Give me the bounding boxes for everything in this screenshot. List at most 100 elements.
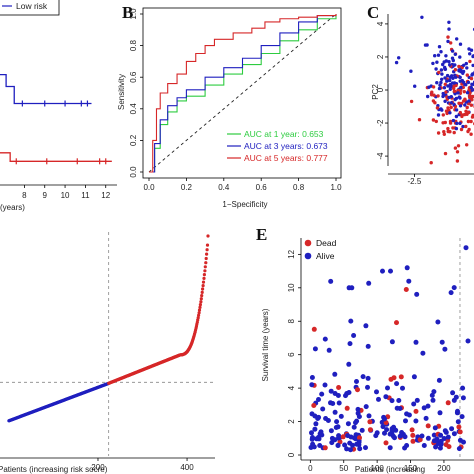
panel-e-point [388,268,393,274]
panel-e-point [367,427,373,433]
panel-c-point [461,69,466,74]
panel-b-y-label: Sensitivity [117,74,126,110]
panel-c-point [409,99,414,104]
panel-b-legend: AUC at 1 year: 0.653 AUC at 3 years: 0.6… [227,129,328,163]
panel-e-ticks: 0 50 100 150 200 0 2 4 6 8 10 12 [287,249,451,473]
panel-e-point [404,411,410,417]
panel-e-point [345,421,351,427]
panel-c-y-label: PC2 [371,84,380,100]
panel-e-point [376,396,381,402]
panel-d-point [203,265,207,269]
panel-e-point [338,413,344,419]
panel-c-point [457,101,461,106]
panel-e-point [357,435,362,441]
panel-a: Low risk 8 9 10 11 12 (years) [0,0,117,212]
panel-c-point [439,50,443,54]
panel-c-point [450,74,454,78]
panel-c-point [433,101,437,105]
panel-c-point [465,73,469,77]
panel-c-point [467,99,471,103]
panel-d-x-label: Patients (increasing risk socre) [0,465,108,474]
panel-e-point [357,446,363,452]
panel-e-point [413,339,419,345]
panel-e-point [382,430,387,436]
panel-e-point [354,418,360,424]
panel-b-ticks: 0.0 0.2 0.4 0.6 0.8 1.0 0.0 0.2 0.4 0.6 0.8 1.0 [129,8,342,192]
panel-e-point [317,443,323,448]
panel-a-x-label: (years) [0,203,25,212]
panel-a-tick-label: 8 [22,191,27,200]
panel-c-point [436,113,441,117]
panel-d-x-tick-label: 400 [180,463,194,472]
panel-e-point [309,382,315,388]
panel-c-point [460,114,464,119]
panel-e-point [328,388,334,394]
panel-e-point [309,430,314,436]
panel-e-point [314,436,320,442]
panel-e-point [310,441,316,447]
panel-c-point [469,85,473,90]
panel-e-point [342,442,348,448]
panel-e-point [385,385,390,391]
panel-b-label: B [122,3,133,22]
panel-e-point [326,347,332,353]
panel-e-point [322,382,328,388]
panel-e-point [425,423,431,429]
panel-d-point [200,290,204,294]
panel-e-y-tick-label: 8 [287,318,296,323]
panel-e-point [404,443,410,448]
panel-c-point [454,83,458,88]
panel-e-point [394,381,400,387]
panel-e-point [322,445,328,451]
panel-c-point [457,95,461,99]
panel-c-point [461,124,465,129]
panel-e-point [353,436,358,442]
panel-e-point [344,446,350,452]
panel-c-point [469,132,473,136]
panel-e-point [360,374,366,380]
panel-c-point [409,69,413,73]
panel-d-point [205,252,209,256]
panel-c-point [465,105,469,110]
panel-b-y-tick-label: 0.8 [129,39,138,51]
panel-c-point [442,86,447,90]
panel-e-point [432,425,438,431]
panel-c-point [442,60,446,64]
panel-c-point [431,85,436,89]
panel-e-point [391,375,397,381]
panel-e-point [334,419,340,425]
panel-e-point [363,404,369,410]
panel-e-point [356,439,362,445]
panel-c-point [468,91,472,95]
panel-c-point [397,56,401,60]
panel-e-point [350,442,355,448]
panel-e-point [366,413,372,419]
panel-d-point [202,276,206,280]
panel-a-curve [0,152,112,162]
panel-c-point [466,110,471,115]
panel-c-point [458,79,462,83]
panel-e-point [365,375,371,381]
panel-e-point [343,393,348,399]
panel-c-point [453,68,458,72]
panel-e-point [355,387,360,393]
panel-b-x-tick-label: 0.4 [218,183,230,192]
panel-c-points [394,15,474,165]
panel-a-tick-label: 12 [101,191,110,200]
panel-c-y-tick-label: 2 [376,54,385,59]
panel-e-point [455,408,460,414]
panel-e-point [346,361,352,367]
panel-e-point [414,291,420,297]
panel-c-point [443,99,447,104]
panel-e-point [451,285,457,291]
panel-c-point [441,113,445,117]
panel-e-point [367,419,373,425]
panel-e-point [435,319,441,325]
panel-c-point [458,121,462,126]
panel-c-point [458,42,463,46]
panel-e-point [332,371,338,377]
panel-e-point [355,406,361,412]
panel-e-point [332,437,338,443]
panel-e-point [394,320,399,326]
panel-e-point [456,424,462,430]
